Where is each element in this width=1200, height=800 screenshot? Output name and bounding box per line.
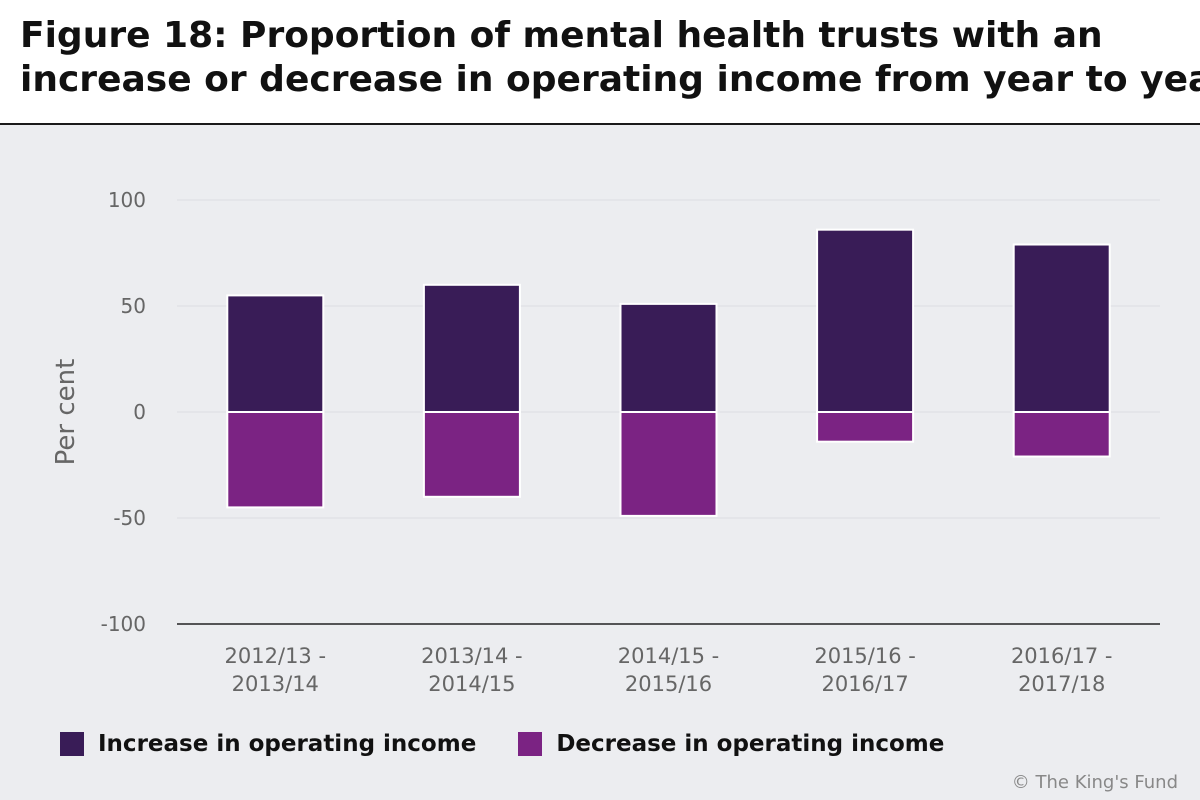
x-tick-label: 2015/16 - [814,644,916,668]
plot-area: 100 50 0 -50 -100 Per cent 2012/13 - 2013/14 201… [0,125,1200,800]
y-tick-label: -50 [113,506,146,530]
bar-increase-1 [422,283,521,413]
chart-header: Figure 18: Proportion of mental health t… [0,0,1200,125]
y-tick-label: -100 [101,612,146,636]
y-tick-label: 50 [121,294,146,318]
chart-title: Figure 18: Proportion of mental health t… [20,15,1200,100]
x-tick-label: 2016/17 - [1011,644,1113,668]
legend-label-decrease: Decrease in operating income [556,731,945,757]
bar-increase-2 [619,302,718,414]
bar-decrease-1 [422,411,521,498]
x-tick-label: 2013/14 - [421,644,523,668]
x-tick-label: 2017/18 [1018,672,1105,696]
bar-decrease-2 [619,411,718,517]
x-tick-label: 2014/15 [428,672,515,696]
bar-chart: 100 50 0 -50 -100 Per cent 2012/13 - 2013/14 201… [51,188,1160,696]
y-tick-label: 100 [108,188,146,212]
y-axis-label: Per cent [51,359,81,466]
x-tick-label: 2012/13 - [225,644,327,668]
legend-item-increase: Increase in operating income [60,731,476,757]
legend-item-decrease: Decrease in operating income [518,731,944,757]
bar-increase-4 [1012,243,1111,413]
legend-swatch-decrease [518,732,543,756]
legend-swatch-increase [60,732,84,756]
x-tick-label: 2013/14 [232,672,319,696]
bar-decrease-3 [816,411,915,443]
bar-decrease-0 [226,411,325,509]
x-tick-label: 2014/15 - [618,644,720,668]
x-tick-label: 2016/17 [821,672,908,696]
legend-label-increase: Increase in operating income [98,731,477,757]
bar-increase-0 [226,294,325,413]
bar-decrease-4 [1012,411,1111,458]
legend: Increase in operating income Decrease in… [60,731,986,757]
y-tick-label: 0 [133,400,146,424]
copyright-credit: © The King's Fund [1011,772,1178,793]
x-tick-label: 2015/16 [625,672,712,696]
bar-increase-3 [816,228,915,414]
